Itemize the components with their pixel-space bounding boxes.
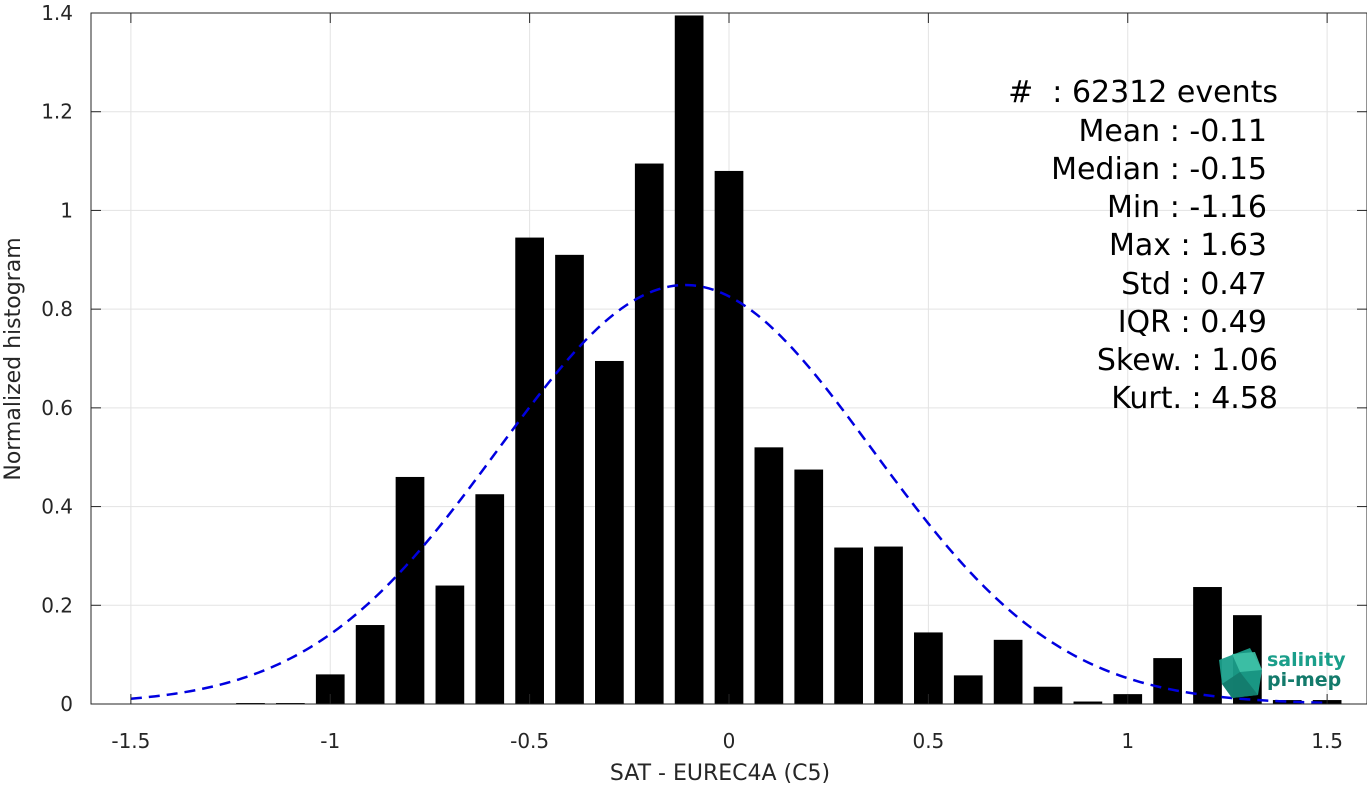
histogram-bar <box>1193 587 1222 704</box>
histogram-bar <box>714 170 744 704</box>
normal-fit-curve <box>130 283 1328 705</box>
x-tick-label: -1.5 <box>111 729 150 753</box>
stat-median: Median : -0.15 <box>1051 152 1267 187</box>
histogram-bar <box>435 585 465 704</box>
stat-skew: Skew. : 1.06 <box>1097 343 1278 378</box>
histogram-bar <box>1073 701 1103 704</box>
x-tick-label: -0.5 <box>510 729 549 753</box>
stat-events: # : 62312 events <box>1008 75 1278 110</box>
histogram-bar <box>595 360 624 704</box>
histogram-bar <box>1033 686 1063 704</box>
plot-axes <box>90 12 1367 705</box>
y-axis-title: Normalized histogram <box>1 237 26 480</box>
histogram-bar <box>794 469 824 704</box>
logo-text-line2: pi-mep <box>1267 669 1341 691</box>
salinity-pi-mep-logo: salinity pi-mep <box>1219 648 1346 698</box>
y-tick-label: 1.2 <box>41 100 73 124</box>
histogram-bar <box>993 639 1023 704</box>
logo-text-line1: salinity <box>1267 649 1346 671</box>
y-tick-label: 0.4 <box>41 495 73 519</box>
histogram-bar <box>953 675 983 704</box>
axis-tick-labels: -1.5 -1 -0.5 0 0.5 1 1.5 0 0.2 0.4 0.6 0.8 1 1.2 1.4 <box>41 1 1343 753</box>
stat-kurt: Kurt. : 4.58 <box>1111 381 1278 416</box>
y-tick-label: 0.6 <box>41 396 73 420</box>
y-tick-label: 0.8 <box>41 297 73 321</box>
stat-max: Max : 1.63 <box>1109 228 1267 263</box>
histogram-bar <box>834 547 863 704</box>
x-tick-label: 1.5 <box>1311 729 1343 753</box>
histogram-bar <box>914 632 943 704</box>
histogram-bar <box>475 494 505 704</box>
stat-iqr: IQR : 0.49 <box>1118 305 1267 340</box>
x-tick-label: 0.5 <box>912 729 944 753</box>
stat-min: Min : -1.16 <box>1107 190 1267 225</box>
histogram-bar <box>355 625 385 704</box>
y-tick-label: 1.4 <box>41 1 73 25</box>
histogram-bar <box>555 254 584 704</box>
stat-std: Std : 0.47 <box>1121 267 1267 302</box>
histogram-bar <box>874 546 903 704</box>
statistics-box: # : 62312 events Mean : -0.11 Median : -… <box>1008 75 1278 416</box>
histogram-bar <box>754 447 784 704</box>
histogram-bars <box>236 15 1342 705</box>
logo-mark-icon <box>1219 648 1262 698</box>
histogram-bar <box>634 163 664 704</box>
histogram-bar <box>515 237 544 704</box>
histogram-bar <box>395 476 425 704</box>
stat-mean: Mean : -0.11 <box>1078 114 1267 149</box>
histogram-bar <box>1153 658 1182 704</box>
y-tick-label: 0 <box>60 692 73 716</box>
x-tick-label: 1 <box>1121 729 1134 753</box>
y-tick-label: 1 <box>60 198 73 222</box>
x-tick-label: -1 <box>320 729 340 753</box>
histogram-bar <box>1272 700 1302 704</box>
x-axis-title: SAT - EUREC4A (C5) <box>610 761 830 785</box>
fit-curve-line <box>130 283 1328 705</box>
x-tick-label: 0 <box>723 729 736 753</box>
y-tick-label: 0.2 <box>41 593 73 617</box>
histogram-bar <box>674 15 704 705</box>
